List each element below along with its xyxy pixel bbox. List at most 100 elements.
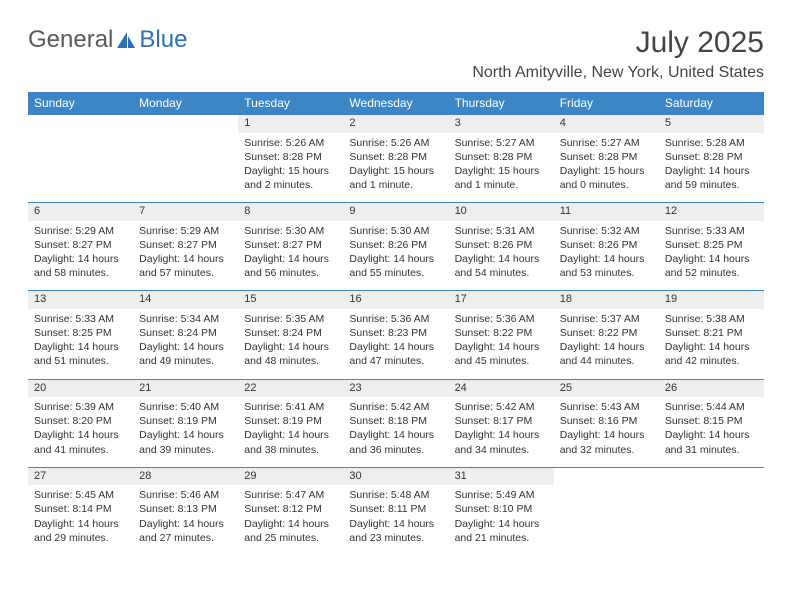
weekday-header: Tuesday — [238, 92, 343, 115]
day-number-cell: 19 — [659, 291, 764, 309]
day-number-cell: 28 — [133, 467, 238, 485]
day-sr: Sunrise: 5:32 AM — [560, 224, 653, 238]
day-ss: Sunset: 8:28 PM — [665, 150, 758, 164]
day-number-cell — [659, 467, 764, 485]
day-details-cell: Sunrise: 5:41 AMSunset: 8:19 PMDaylight:… — [238, 397, 343, 467]
day-details-cell — [659, 485, 764, 555]
day-sr: Sunrise: 5:44 AM — [665, 400, 758, 414]
day-number-cell: 10 — [449, 203, 554, 221]
day-d1: Daylight: 14 hours — [34, 252, 127, 266]
day-ss: Sunset: 8:25 PM — [665, 238, 758, 252]
day-number-cell: 1 — [238, 115, 343, 133]
day-number-cell: 16 — [343, 291, 448, 309]
day-d1: Daylight: 14 hours — [455, 252, 548, 266]
weekday-header: Saturday — [659, 92, 764, 115]
day-details-cell: Sunrise: 5:30 AMSunset: 8:27 PMDaylight:… — [238, 221, 343, 291]
day-ss: Sunset: 8:27 PM — [244, 238, 337, 252]
day-d2: and 1 minute. — [455, 178, 548, 192]
day-sr: Sunrise: 5:39 AM — [34, 400, 127, 414]
day-sr: Sunrise: 5:27 AM — [560, 136, 653, 150]
details-row: Sunrise: 5:33 AMSunset: 8:25 PMDaylight:… — [28, 309, 764, 379]
day-details-cell — [554, 485, 659, 555]
day-d1: Daylight: 15 hours — [349, 164, 442, 178]
day-number-cell: 21 — [133, 379, 238, 397]
day-number-cell: 23 — [343, 379, 448, 397]
day-number-cell: 25 — [554, 379, 659, 397]
day-d2: and 58 minutes. — [34, 266, 127, 280]
day-sr: Sunrise: 5:45 AM — [34, 488, 127, 502]
day-d2: and 45 minutes. — [455, 354, 548, 368]
day-details-cell: Sunrise: 5:26 AMSunset: 8:28 PMDaylight:… — [238, 133, 343, 203]
day-d1: Daylight: 15 hours — [244, 164, 337, 178]
day-sr: Sunrise: 5:41 AM — [244, 400, 337, 414]
day-d2: and 51 minutes. — [34, 354, 127, 368]
day-d2: and 2 minutes. — [244, 178, 337, 192]
day-sr: Sunrise: 5:35 AM — [244, 312, 337, 326]
day-d1: Daylight: 14 hours — [244, 517, 337, 531]
day-ss: Sunset: 8:28 PM — [244, 150, 337, 164]
day-details-cell: Sunrise: 5:30 AMSunset: 8:26 PMDaylight:… — [343, 221, 448, 291]
day-sr: Sunrise: 5:29 AM — [34, 224, 127, 238]
day-number-cell: 4 — [554, 115, 659, 133]
day-number-cell: 2 — [343, 115, 448, 133]
day-d1: Daylight: 14 hours — [349, 252, 442, 266]
day-d1: Daylight: 14 hours — [455, 517, 548, 531]
daynum-row: 20212223242526 — [28, 379, 764, 397]
day-d1: Daylight: 15 hours — [455, 164, 548, 178]
day-d2: and 59 minutes. — [665, 178, 758, 192]
day-ss: Sunset: 8:26 PM — [455, 238, 548, 252]
day-sr: Sunrise: 5:26 AM — [244, 136, 337, 150]
day-details-cell: Sunrise: 5:45 AMSunset: 8:14 PMDaylight:… — [28, 485, 133, 555]
day-details-cell: Sunrise: 5:36 AMSunset: 8:23 PMDaylight:… — [343, 309, 448, 379]
day-sr: Sunrise: 5:30 AM — [244, 224, 337, 238]
day-d1: Daylight: 14 hours — [665, 164, 758, 178]
details-row: Sunrise: 5:29 AM Sunset: 8:27 PM Daylight:… — [28, 221, 764, 291]
day-sr: Sunrise: 5:40 AM — [139, 400, 232, 414]
day-details-cell — [28, 133, 133, 203]
day-number-cell: 15 — [238, 291, 343, 309]
day-ss: Sunset: 8:28 PM — [349, 150, 442, 164]
day-d1: Daylight: 15 hours — [560, 164, 653, 178]
day-d2: and 0 minutes. — [560, 178, 653, 192]
day-sr: Sunrise: 5:26 AM — [349, 136, 442, 150]
day-sr: Sunrise: 5:31 AM — [455, 224, 548, 238]
day-d1: Daylight: 14 hours — [244, 428, 337, 442]
day-sr: Sunrise: 5:43 AM — [560, 400, 653, 414]
day-number-cell: 18 — [554, 291, 659, 309]
day-number-cell — [133, 115, 238, 133]
day-d2: and 25 minutes. — [244, 531, 337, 545]
day-number-cell: 3 — [449, 115, 554, 133]
day-d1: Daylight: 14 hours — [560, 428, 653, 442]
day-ss: Sunset: 8:17 PM — [455, 414, 548, 428]
day-d1: Daylight: 14 hours — [455, 428, 548, 442]
day-ss: Sunset: 8:21 PM — [665, 326, 758, 340]
day-sr: Sunrise: 5:33 AM — [665, 224, 758, 238]
weekday-header: Sunday — [28, 92, 133, 115]
day-ss: Sunset: 8:24 PM — [244, 326, 337, 340]
day-d1: Daylight: 14 hours — [139, 428, 232, 442]
daynum-row: 2728293031 — [28, 467, 764, 485]
day-ss: Sunset: 8:25 PM — [34, 326, 127, 340]
day-d1: Daylight: 14 hours — [560, 252, 653, 266]
day-sr: Sunrise: 5:30 AM — [349, 224, 442, 238]
day-d2: and 53 minutes. — [560, 266, 653, 280]
day-number-cell: 14 — [133, 291, 238, 309]
day-d2: and 39 minutes. — [139, 443, 232, 457]
details-row: Sunrise: 5:45 AMSunset: 8:14 PMDaylight:… — [28, 485, 764, 555]
day-sr: Sunrise: 5:38 AM — [665, 312, 758, 326]
header: General Blue July 2025 North Amityville,… — [28, 26, 764, 82]
day-number-cell: 6 — [28, 203, 133, 221]
day-d2: and 38 minutes. — [244, 443, 337, 457]
day-details-cell: Sunrise: 5:28 AMSunset: 8:28 PMDaylight:… — [659, 133, 764, 203]
day-sr: Sunrise: 5:27 AM — [455, 136, 548, 150]
day-d2: and 1 minute. — [349, 178, 442, 192]
day-details-cell: Sunrise: 5:49 AMSunset: 8:10 PMDaylight:… — [449, 485, 554, 555]
day-number-cell: 22 — [238, 379, 343, 397]
day-sr: Sunrise: 5:49 AM — [455, 488, 548, 502]
day-details-cell: Sunrise: 5:33 AMSunset: 8:25 PMDaylight:… — [659, 221, 764, 291]
day-ss: Sunset: 8:10 PM — [455, 502, 548, 516]
day-details-cell: Sunrise: 5:33 AMSunset: 8:25 PMDaylight:… — [28, 309, 133, 379]
day-d1: Daylight: 14 hours — [34, 428, 127, 442]
day-d2: and 42 minutes. — [665, 354, 758, 368]
day-ss: Sunset: 8:18 PM — [349, 414, 442, 428]
